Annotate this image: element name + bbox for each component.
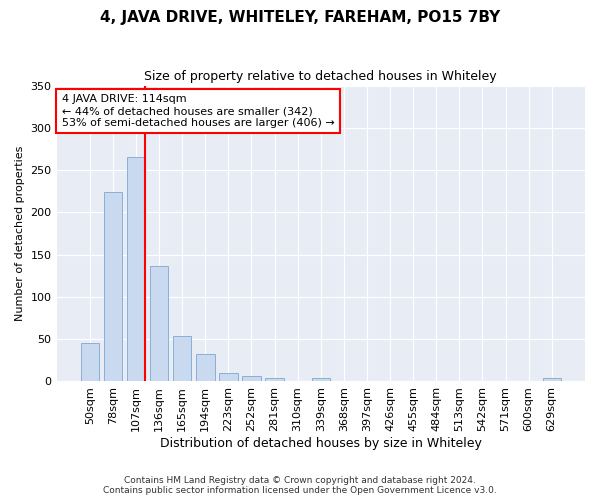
Bar — [80, 342, 99, 382]
Bar — [219, 373, 238, 382]
Title: Size of property relative to detached houses in Whiteley: Size of property relative to detached ho… — [145, 70, 497, 83]
Text: 4 JAVA DRIVE: 114sqm
← 44% of detached houses are smaller (342)
53% of semi-deta: 4 JAVA DRIVE: 114sqm ← 44% of detached h… — [62, 94, 335, 128]
Bar — [265, 378, 284, 382]
Bar — [150, 266, 169, 382]
Bar — [542, 378, 561, 382]
Y-axis label: Number of detached properties: Number of detached properties — [15, 146, 25, 321]
Bar — [311, 378, 330, 382]
Text: 4, JAVA DRIVE, WHITELEY, FAREHAM, PO15 7BY: 4, JAVA DRIVE, WHITELEY, FAREHAM, PO15 7… — [100, 10, 500, 25]
Text: Contains HM Land Registry data © Crown copyright and database right 2024.
Contai: Contains HM Land Registry data © Crown c… — [103, 476, 497, 495]
Bar — [242, 376, 261, 382]
Bar — [127, 158, 145, 382]
Bar — [173, 336, 191, 382]
Bar — [104, 192, 122, 382]
Bar — [196, 354, 215, 382]
X-axis label: Distribution of detached houses by size in Whiteley: Distribution of detached houses by size … — [160, 437, 482, 450]
